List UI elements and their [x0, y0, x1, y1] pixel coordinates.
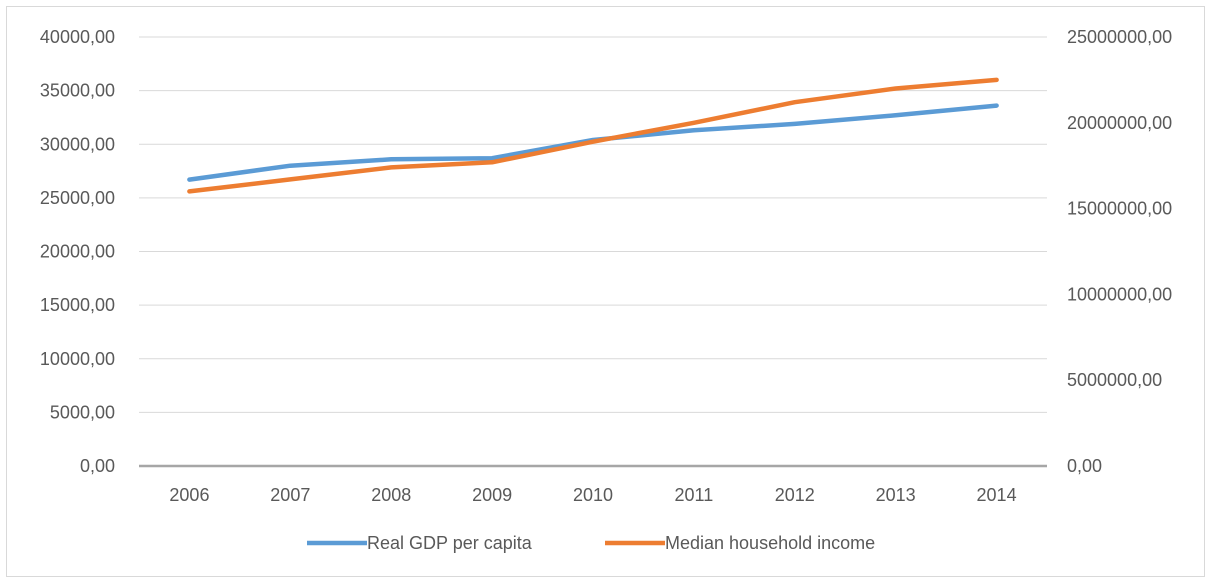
legend: Real GDP per capita Median household inco…	[307, 533, 875, 553]
right-tick-label: 20000000,00	[1067, 113, 1172, 133]
left-tick-label: 15000,00	[40, 295, 115, 315]
x-tick-label: 2013	[876, 485, 916, 505]
line-chart: 0,00 5000,00 10000,00 15000,00 20000,00 25000…	[40, 27, 1172, 553]
right-tick-label: 25000000,00	[1067, 27, 1172, 47]
left-tick-label: 25000,00	[40, 188, 115, 208]
legend-label: Real GDP per capita	[367, 533, 533, 553]
left-tick-label: 20000,00	[40, 242, 115, 262]
series-line-1	[187, 77, 999, 194]
gridlines	[139, 36, 1047, 468]
x-tick-label: 2009	[472, 485, 512, 505]
legend-label: Median household income	[665, 533, 875, 553]
x-tick-label: 2006	[169, 485, 209, 505]
left-tick-label: 0,00	[80, 456, 115, 476]
x-tick-label: 2014	[977, 485, 1017, 505]
x-tick-label: 2011	[675, 485, 714, 505]
right-tick-label: 0,00	[1067, 456, 1102, 476]
x-tick-label: 2007	[270, 485, 310, 505]
x-tick-label: 2008	[371, 485, 411, 505]
right-tick-label: 5000000,00	[1067, 370, 1162, 390]
x-tick-label: 2010	[573, 485, 613, 505]
series-lines	[187, 77, 999, 194]
right-tick-label: 15000000,00	[1067, 199, 1172, 219]
right-axis-tick-labels: 0,00 5000000,00 10000000,00 15000000,00 2000…	[1067, 27, 1172, 476]
left-tick-label: 40000,00	[40, 27, 115, 47]
x-tick-label: 2012	[775, 485, 815, 505]
left-axis-tick-labels: 0,00 5000,00 10000,00 15000,00 20000,00 25000…	[40, 27, 115, 476]
chart-frame: 0,00 5000,00 10000,00 15000,00 20000,00 25000…	[6, 6, 1205, 577]
left-tick-label: 30000,00	[40, 134, 115, 154]
x-axis-tick-labels: 2006 2007 2008 2009 2010 2011 2012 2013 2014	[169, 485, 1016, 505]
left-tick-label: 35000,00	[40, 81, 115, 101]
left-tick-label: 5000,00	[50, 402, 115, 422]
right-tick-label: 10000000,00	[1067, 284, 1172, 304]
left-tick-label: 10000,00	[40, 349, 115, 369]
